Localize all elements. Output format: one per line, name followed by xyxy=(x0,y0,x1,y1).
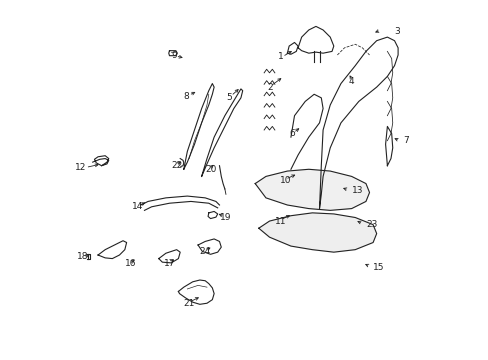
Text: 5: 5 xyxy=(226,93,232,102)
Text: 15: 15 xyxy=(372,263,384,272)
Text: 2: 2 xyxy=(267,83,273,92)
Text: 16: 16 xyxy=(124,260,136,269)
Text: 3: 3 xyxy=(394,27,400,36)
Text: 12: 12 xyxy=(75,163,86,172)
Text: 22: 22 xyxy=(171,161,182,170)
Text: 9: 9 xyxy=(171,51,177,60)
Text: 24: 24 xyxy=(200,247,211,256)
Text: 1: 1 xyxy=(278,52,284,61)
Text: 6: 6 xyxy=(288,129,294,138)
Text: 11: 11 xyxy=(274,217,286,226)
Text: 20: 20 xyxy=(205,165,216,174)
Text: 14: 14 xyxy=(132,202,143,211)
Text: 7: 7 xyxy=(403,136,408,145)
Text: 19: 19 xyxy=(219,213,230,222)
Polygon shape xyxy=(258,213,376,252)
Polygon shape xyxy=(255,169,369,210)
Text: 18: 18 xyxy=(77,252,88,261)
Text: 21: 21 xyxy=(183,299,195,308)
Text: 10: 10 xyxy=(280,176,291,185)
Text: 8: 8 xyxy=(183,91,189,100)
Text: 23: 23 xyxy=(365,220,377,229)
Text: 4: 4 xyxy=(347,77,353,86)
Text: 17: 17 xyxy=(164,260,175,269)
Text: 13: 13 xyxy=(351,186,363,195)
